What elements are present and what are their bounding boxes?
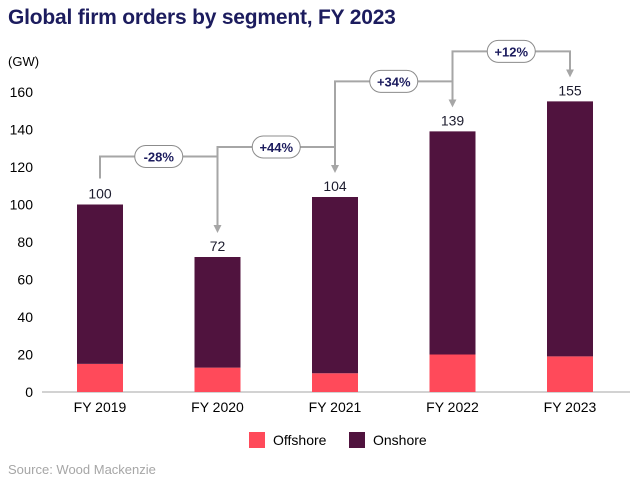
x-tick-label: FY 2020 [191,399,244,415]
y-tick-label: 140 [10,122,34,138]
legend-swatch-onshore [349,432,365,448]
y-tick-label: 100 [10,197,34,213]
x-tick-label: FY 2022 [426,399,479,415]
change-pill [251,135,301,159]
bars: 100 72 104 139 155 [77,82,593,392]
bar-total-label: 104 [323,178,347,194]
bar-onshore [429,131,476,355]
y-tick-label: 160 [10,84,34,100]
change-label: +12% [494,44,528,59]
y-tick-label: 40 [17,309,33,325]
y-tick-label: 80 [17,234,33,250]
x-axis-ticks: FY 2019 FY 2020 FY 2021 FY 2022 FY 2023 [74,399,597,415]
bar-offshore [547,356,593,392]
x-tick-label: FY 2019 [74,399,127,415]
legend-label: Offshore [273,432,327,448]
x-tick-label: FY 2023 [544,399,597,415]
bar-onshore [312,197,358,374]
change-pill [369,69,419,93]
bar-total-label: 139 [441,112,465,128]
change-pill [486,39,536,63]
legend-swatch-offshore [249,432,265,448]
change-label: +34% [377,74,411,89]
bar-total-label: 100 [88,186,112,202]
y-tick-label: 60 [17,272,33,288]
change-label: +44% [259,140,293,155]
bar-onshore [77,204,123,364]
bar-offshore [194,367,241,392]
y-tick-label: 20 [17,347,33,363]
y-tick-label: 0 [25,384,33,400]
bar-offshore [312,373,358,392]
change-connectors: -28% +44% +34% +12% [99,39,574,233]
source-note: Source: Wood Mackenzie [8,462,156,477]
bar-onshore [194,257,241,368]
change-label: -28% [144,150,175,165]
y-tick-label: 120 [10,159,34,175]
change-pill [134,145,184,168]
bar-total-label: 72 [210,238,226,254]
y-axis-label: (GW) [8,54,39,69]
bar-total-label: 155 [558,82,582,98]
chart-title: Global firm orders by segment, FY 2023 [8,6,396,29]
x-tick-label: FY 2021 [309,399,362,415]
bar-offshore [429,354,476,392]
bar-offshore [77,363,123,392]
bar-onshore [547,101,593,357]
y-axis-ticks: 0 20 40 60 80 100 120 140 160 [10,84,34,400]
legend: Offshore Onshore [249,432,427,448]
legend-label: Onshore [373,432,427,448]
